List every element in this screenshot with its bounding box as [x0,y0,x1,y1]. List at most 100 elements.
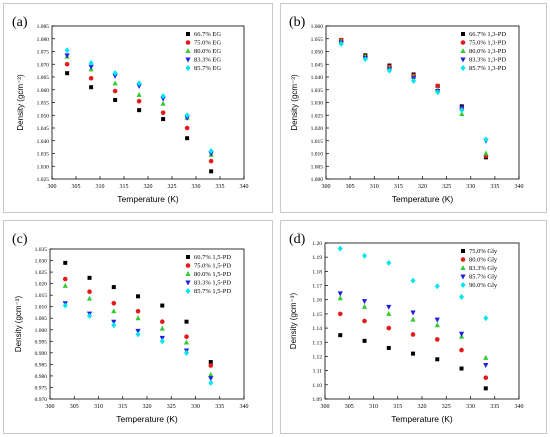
data-point [459,110,465,116]
data-point [435,89,441,96]
y-tick-label: 0.980 [35,374,48,380]
y-tick-label: 1.070 [37,62,50,68]
x-tick-label: 305 [72,184,81,190]
data-point [434,317,440,323]
chart-panel-a: (a) 300 305 310 315 320 325 330 335 340 1.025 1.030… [3,3,273,213]
y-axis-label: Density (gcm⁻³) [16,74,25,131]
y-tick-label: 1.025 [35,270,48,276]
legend-marker [185,263,191,268]
data-point [483,386,488,391]
y-tick-label: 1.015 [35,293,48,299]
data-point [136,294,141,299]
y-tick-label: 1.055 [311,37,324,43]
y-tick-label: 1.13 [312,340,322,346]
data-point [184,349,190,356]
data-point [208,147,214,154]
data-point [184,319,189,324]
legend-marker [186,32,190,36]
data-point [184,334,189,339]
series-4 [64,53,214,157]
panel-label-b: (b) [289,15,306,30]
data-point [337,295,343,301]
y-tick-label: 1.080 [37,37,50,43]
series-3 [62,282,214,377]
data-point [338,333,343,338]
x-tick-label: 325 [167,404,176,410]
data-point [89,85,94,90]
y-tick-label: 1.075 [37,50,50,56]
data-point [161,117,166,122]
x-tick-label: 305 [346,184,355,190]
data-point [410,277,416,284]
x-tick-label: 320 [144,184,153,190]
data-point [160,100,166,106]
series-5 [62,302,214,386]
data-point [338,40,344,47]
series-2 [62,276,214,368]
legend-label: 85.7% Gly [469,274,498,281]
legend-marker [460,257,466,262]
data-point [434,322,440,328]
x-tick-label: 320 [143,404,152,410]
series-2 [64,61,214,164]
data-point [159,338,165,345]
y-tick-label: 1.060 [311,24,324,30]
y-tick-label: 1.18 [312,269,322,275]
series-5 [337,245,489,322]
data-point [208,363,214,368]
y-tick-label: 1.000 [311,177,324,183]
y-tick-label: 1.025 [311,113,324,119]
x-tick-label: 310 [370,184,379,190]
x-tick-label: 300 [48,184,57,190]
x-tick-label: 320 [418,184,427,190]
data-point [483,315,489,322]
data-point [136,98,142,104]
legend-marker [185,57,191,63]
x-tick-label: 340 [240,404,249,410]
series-1 [65,71,214,174]
x-tick-label: 315 [394,184,403,190]
data-point [362,252,368,259]
x-tick-label: 340 [515,404,524,410]
data-point [208,376,214,382]
y-tick-label: 1.015 [311,139,324,145]
data-point [184,112,190,119]
series-3 [64,53,214,157]
series-3 [338,38,489,156]
y-tick-label: 1.040 [37,139,50,145]
data-point [411,351,416,356]
legend-label: 75.0% 1,3-PD [469,40,506,47]
y-tick-label: 0.985 [35,362,48,368]
x-tick-label: 325 [442,184,451,190]
data-point [386,259,392,266]
data-point [386,67,392,74]
data-point [362,56,368,63]
x-tick-label: 310 [94,404,103,410]
y-tick-label: 1.010 [311,152,324,158]
x-tick-label: 330 [192,184,201,190]
data-point [112,80,118,86]
data-point [361,299,368,305]
y-tick-label: 1.000 [35,328,48,334]
data-point [63,260,68,265]
y-tick-label: 1.09 [312,397,322,403]
y-tick-label: 1.055 [37,101,50,107]
x-tick-label: 340 [515,184,524,190]
y-tick-label: 1.15 [312,312,322,318]
x-tick-label: 330 [466,184,475,190]
y-tick-label: 1.025 [37,177,50,183]
data-point [135,331,141,338]
legend-marker [460,282,466,288]
y-axis-label: Density (gcm⁻³) [289,293,298,350]
data-point [434,337,440,342]
legend-label: 85.7% 1,3-PD [469,65,506,72]
data-point [208,371,214,377]
y-tick-label: 1.19 [312,255,322,261]
data-point [62,282,68,288]
data-point [88,64,94,70]
data-point [208,360,213,365]
data-point [87,275,92,280]
data-point [64,47,70,54]
data-point [86,295,93,301]
